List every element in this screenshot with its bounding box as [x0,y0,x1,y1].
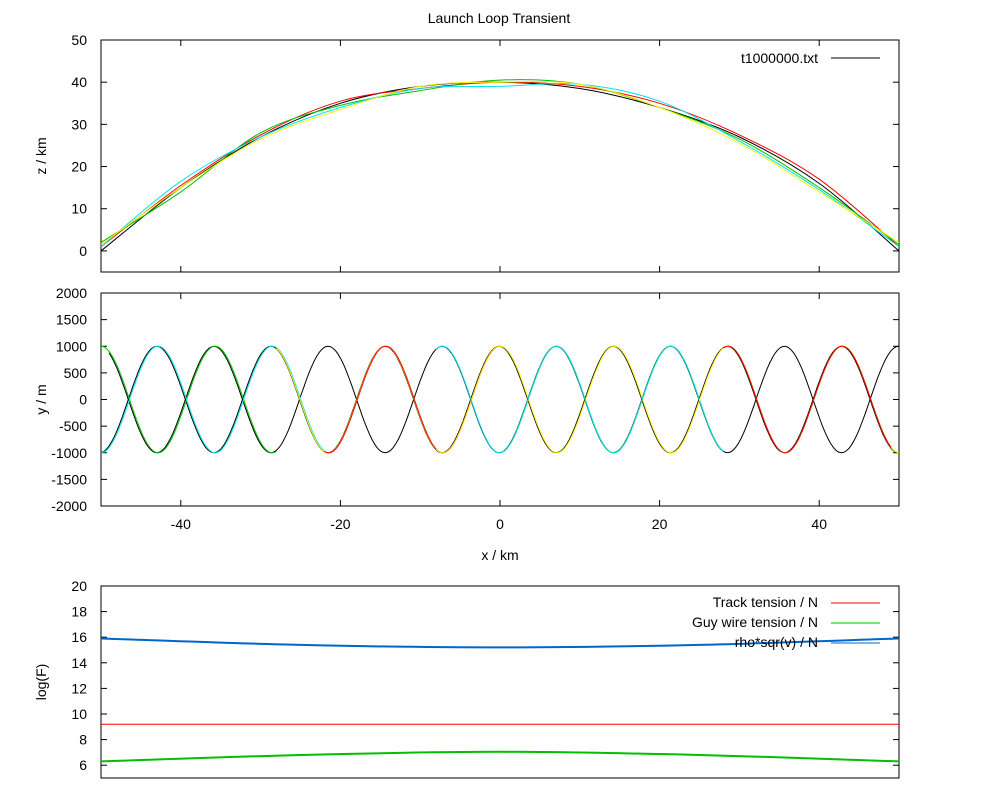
top-frame [100,39,900,273]
bottom-ytick-label: 8 [79,732,87,748]
chart-title: Launch Loop Transient [428,10,571,26]
top-ytick-label: 0 [79,243,87,259]
middle-xtick-label: 40 [811,516,827,532]
top-ytick-label: 30 [71,116,87,132]
top-ytick-label: 20 [71,159,87,175]
top-ytick-label: 50 [71,32,87,48]
middle-series-black [100,345,900,454]
middle-ytick-label: 0 [79,392,87,408]
middle-series-red [324,345,500,454]
middle-ytick-label: -1500 [51,471,87,487]
middle-ytick-label: 500 [64,365,88,381]
bottom-ytick-label: 18 [71,604,87,620]
panel-bottom: 6 8 10 12 14 16 18 20 log(F) Track tension / N Guy… [33,578,900,779]
bottom-legend-label: Guy wire tension / N [692,614,818,630]
panel-top: 0 10 20 30 40 50 z / km t1000000.txt [33,32,900,273]
top-series-cyan [100,82,900,248]
top-series-yellow [100,81,900,246]
middle-xtick-label: -40 [171,516,191,532]
middle-series-cyan [435,345,724,454]
middle-xlabel: x / km [481,547,518,563]
middle-ylabel: y / m [33,384,49,414]
middle-xtick-label: -20 [330,516,350,532]
bottom-ytick-label: 10 [71,706,87,722]
top-ylabel: z / km [33,137,49,174]
middle-ytick-label: 2000 [56,285,87,301]
bottom-series-line [100,750,900,763]
bottom-series-line [100,637,900,649]
bottom-ytick-label: 20 [71,578,87,594]
bottom-legend-label: Track tension / N [713,594,818,610]
middle-frame [100,292,900,507]
middle-series-yellow [675,345,900,454]
top-legend-label: t1000000.txt [741,50,818,66]
top-series-green [100,79,900,246]
middle-series-yellow [435,345,676,454]
bottom-ytick-label: 12 [71,680,87,696]
middle-ytick-label: -500 [59,418,87,434]
panel-middle: -2000 -1500 -1000 -500 0 500 1000 1500 2000 y / m… [33,285,900,563]
middle-series-red [723,345,892,454]
top-ytick-label: 10 [71,201,87,217]
middle-ytick-label: -2000 [51,498,87,514]
bottom-frame [100,585,900,779]
bottom-ytick-label: 16 [71,629,87,645]
middle-ytick-label: 1000 [56,338,87,354]
bottom-ytick-label: 14 [71,655,87,671]
middle-series-black [108,345,900,454]
bottom-ylabel: log(F) [33,664,49,701]
middle-series-green [499,345,724,454]
middle-series-green [101,345,277,454]
middle-series-cyan [100,345,325,454]
middle-xtick-label: 20 [652,516,668,532]
top-ytick-label: 40 [71,74,87,90]
middle-xtick-label: 0 [496,516,504,532]
middle-ytick-label: 1500 [56,312,87,328]
middle-ytick-label: -1000 [51,445,87,461]
bottom-ytick-label: 6 [79,757,87,773]
bottom-legend-label: rho*sqr(v) / N [735,634,818,650]
